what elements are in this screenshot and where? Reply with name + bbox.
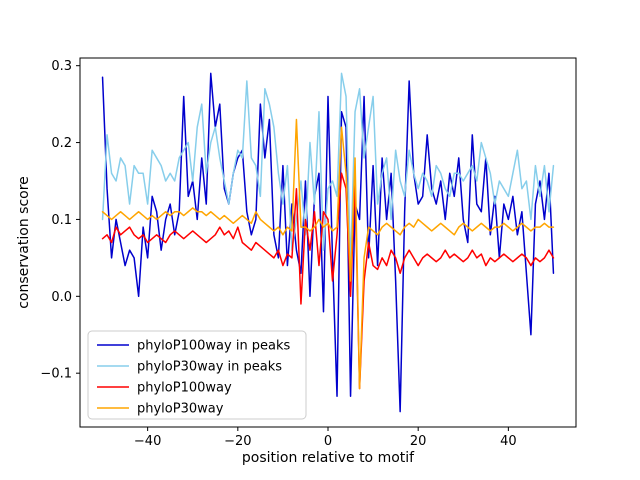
y-axis-label: conservation score xyxy=(16,176,32,309)
y-tick-label: 0.2 xyxy=(51,136,72,151)
y-tick-label: 0.1 xyxy=(51,213,72,228)
x-tick-label: −20 xyxy=(224,434,251,449)
legend-box xyxy=(87,330,307,420)
x-tick-label: 0 xyxy=(324,434,332,449)
legend-label: phyloP30way xyxy=(137,402,224,417)
x-tick-label: −40 xyxy=(134,434,161,449)
legend: phyloP100way in peaks phyloP30way in peak… xyxy=(87,330,307,420)
legend-label: phyloP100way xyxy=(137,381,232,396)
y-tick-label: 0.3 xyxy=(51,59,72,74)
series-line-1 xyxy=(101,72,555,413)
series-line-4 xyxy=(101,118,555,390)
legend-label: phyloP100way in peaks xyxy=(137,339,291,354)
legend-label: phyloP30way in peaks xyxy=(137,360,282,375)
series-line-2 xyxy=(101,72,555,267)
x-axis-label: position relative to motif xyxy=(242,450,415,466)
x-tick-label: 40 xyxy=(500,434,517,449)
series-line-3 xyxy=(101,172,555,390)
y-tick-label: −0.1 xyxy=(40,367,72,382)
x-tick-label: 20 xyxy=(410,434,427,449)
y-tick-label: 0.0 xyxy=(51,290,72,305)
